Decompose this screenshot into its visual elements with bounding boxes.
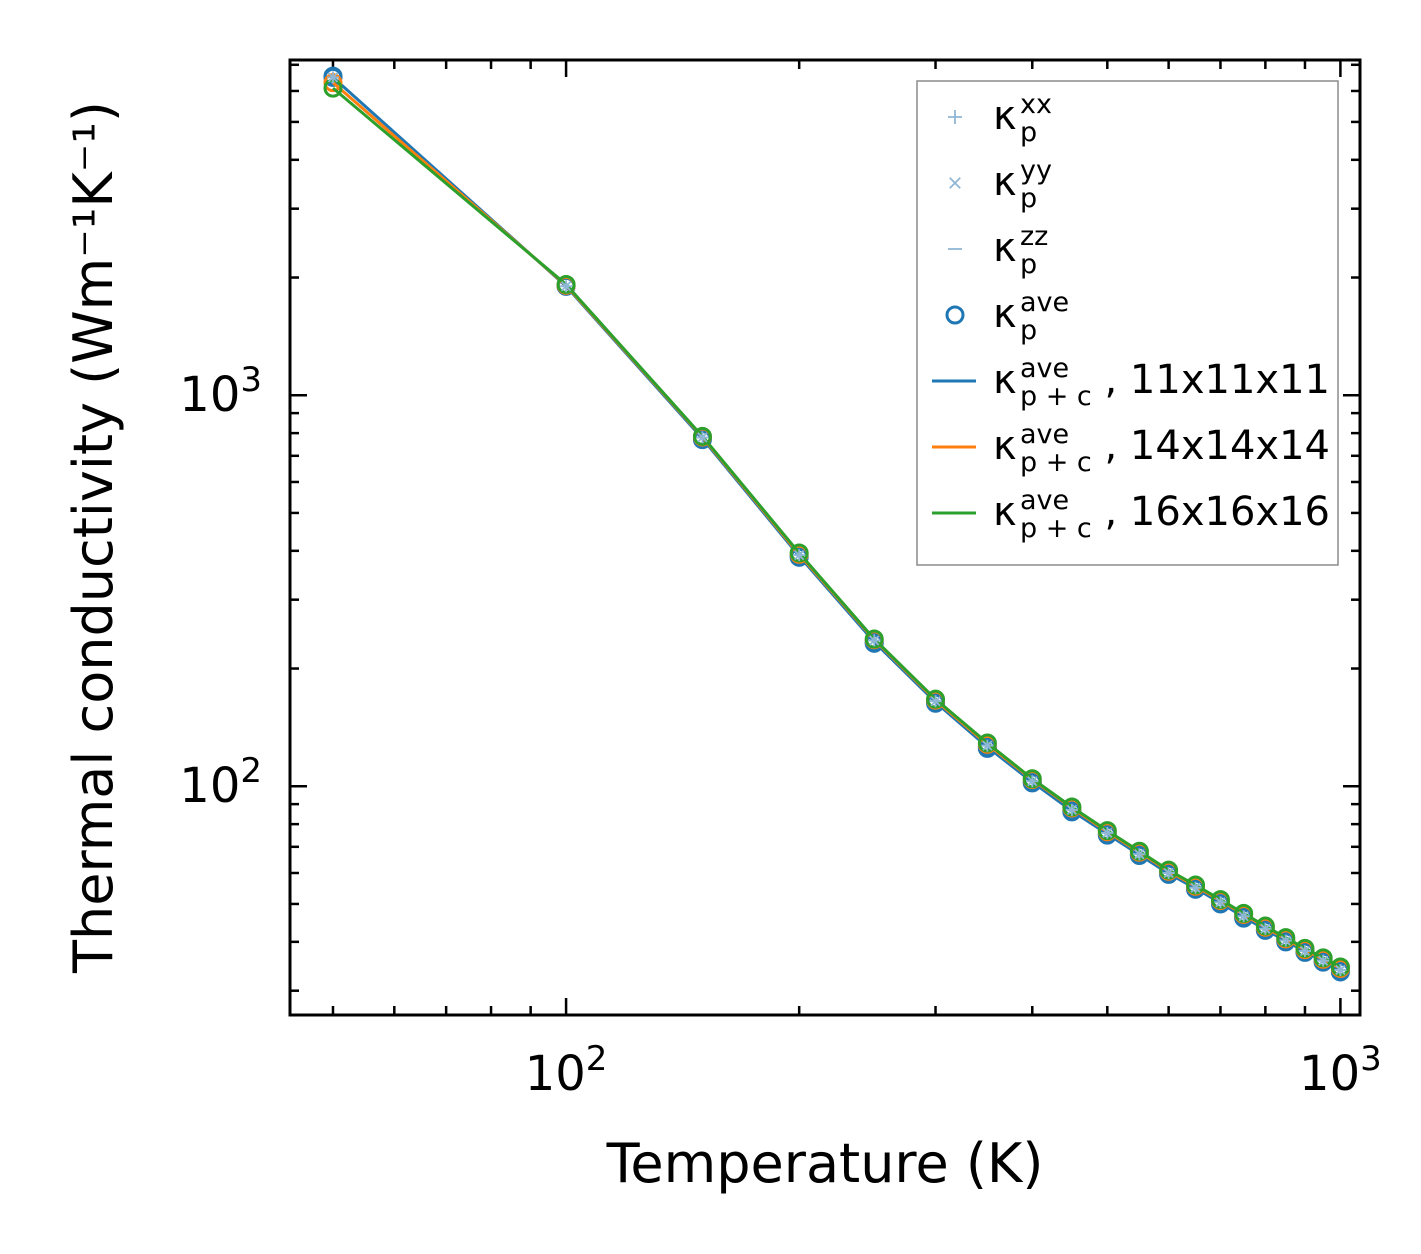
legend-symbol: κ (993, 423, 1017, 469)
legend-symbol: κ (993, 225, 1017, 271)
series-line (332, 87, 1342, 969)
legend-suffix: , 16x16x16 (1105, 489, 1330, 535)
data-point (864, 629, 884, 649)
series-2 (326, 76, 1347, 971)
series-layer (323, 66, 1350, 982)
data-point (556, 274, 576, 294)
legend-symbol: κ (993, 93, 1017, 139)
legend-superscript: ave (1020, 485, 1069, 516)
legend-suffix: , 14x14x14 (1105, 423, 1330, 469)
x-axis-label: Temperature (K) (606, 1132, 1044, 1195)
legend-subscript: p (1020, 117, 1037, 148)
legend-label: κ yy p (993, 155, 1052, 214)
legend-superscript: ave (1020, 353, 1069, 384)
legend-superscript: ave (1020, 287, 1069, 318)
data-point (692, 426, 712, 446)
legend-subscript: p (1020, 183, 1037, 214)
x-tick-labels: 102 103 (525, 1039, 1382, 1102)
legend-suffix: , 11x11x11 (1105, 357, 1330, 403)
legend-subscript: p (1020, 249, 1037, 280)
legend-swatch-circle (945, 305, 965, 325)
y-axis-label: Thermal conductivity (Wm⁻¹K⁻¹) (62, 101, 125, 974)
legend-symbol: κ (993, 357, 1017, 403)
legend-subscript: p + c (1020, 513, 1092, 544)
tick-exponent: 3 (1360, 1039, 1382, 1079)
x-tick-label: 102 (525, 1039, 608, 1102)
legend-subscript: p + c (1020, 447, 1092, 478)
legend-label: κ zz p (993, 221, 1048, 280)
tick-base: 10 (525, 1046, 586, 1102)
tick-exponent: 2 (240, 751, 262, 791)
legend-swatch-plus (948, 110, 962, 124)
data-point (323, 67, 343, 87)
tick-base: 10 (179, 758, 240, 814)
legend-label: κ ave p + c , 14x14x14 (993, 419, 1330, 478)
legend-swatch-x (949, 177, 961, 189)
legend-label: κ xx p (993, 89, 1052, 148)
legend-subscript: p (1020, 315, 1037, 346)
x-tick-label: 103 (1299, 1039, 1382, 1102)
legend-label: κ ave p + c , 11x11x11 (993, 353, 1330, 412)
legend-superscript: ave (1020, 419, 1069, 450)
tick-base: 10 (179, 367, 240, 423)
legend-superscript: zz (1020, 221, 1048, 252)
legend-symbol: κ (993, 159, 1017, 205)
y-tick-label: 103 (179, 360, 262, 423)
legend-label: κ ave p + c , 16x16x16 (993, 485, 1330, 544)
legend-superscript: xx (1020, 89, 1052, 120)
legend-superscript: yy (1020, 155, 1052, 186)
plot-frame (288, 58, 1362, 1017)
tick-base: 10 (1299, 1046, 1360, 1102)
legend-subscript: p + c (1020, 381, 1092, 412)
legend-frame (916, 80, 1339, 566)
legend-label: κ ave p (993, 287, 1069, 346)
legend-symbol: κ (993, 489, 1017, 535)
legend-symbol: κ (993, 291, 1017, 337)
tick-exponent: 2 (586, 1039, 608, 1079)
tick-exponent: 3 (240, 360, 262, 400)
y-tick-label: 102 (179, 751, 262, 814)
